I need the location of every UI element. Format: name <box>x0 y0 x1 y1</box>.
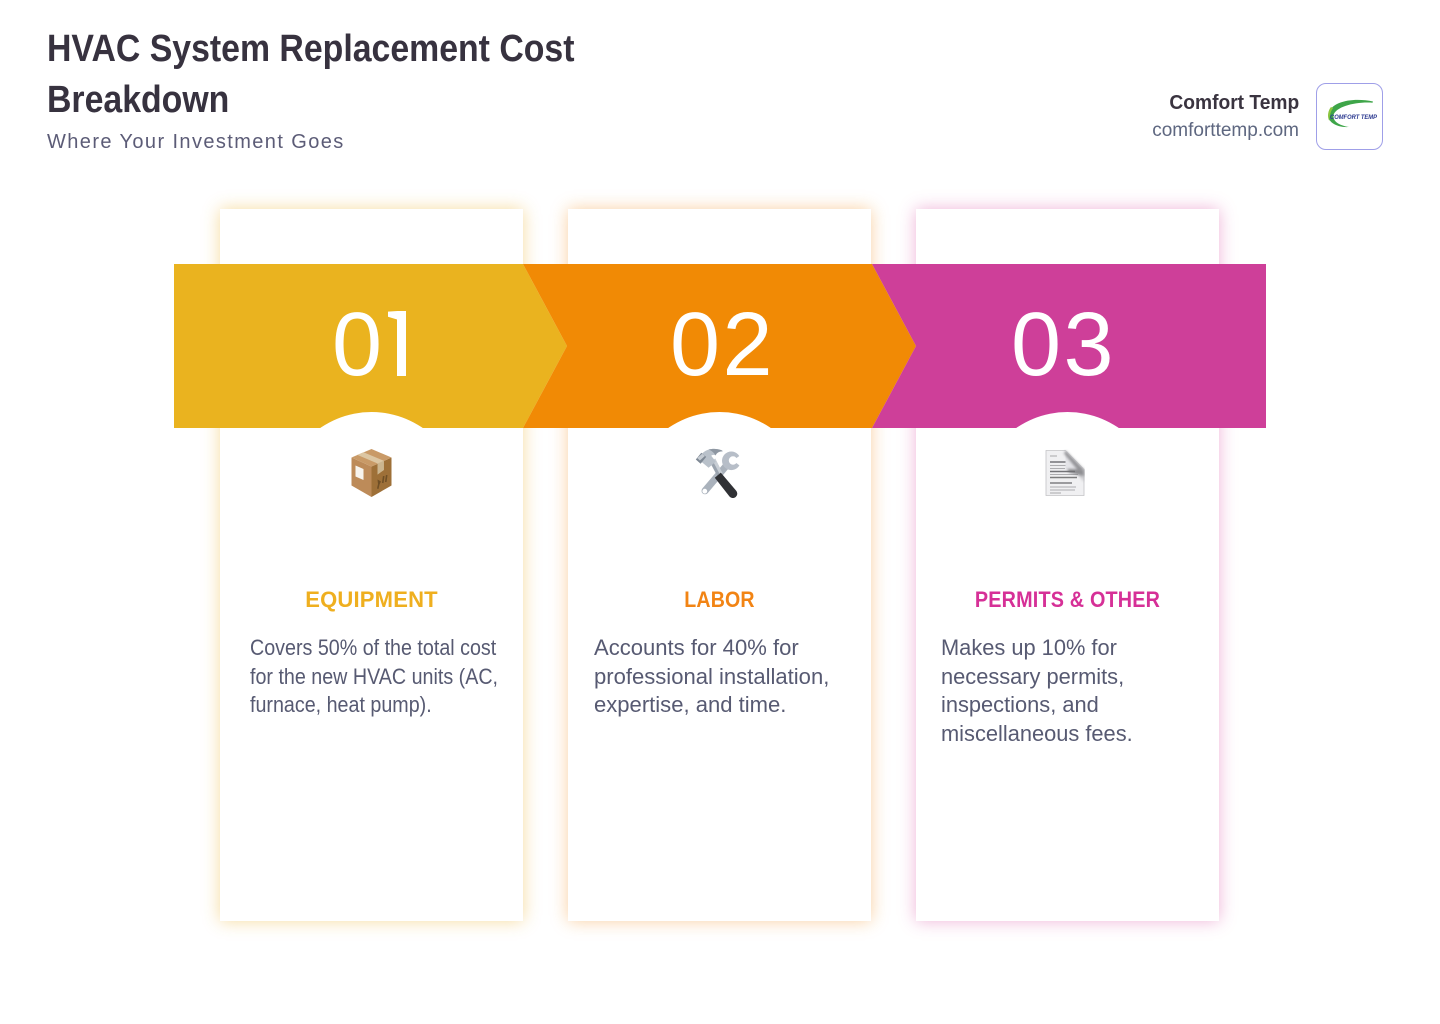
svg-text:COMFORT TEMP: COMFORT TEMP <box>1330 114 1377 121</box>
